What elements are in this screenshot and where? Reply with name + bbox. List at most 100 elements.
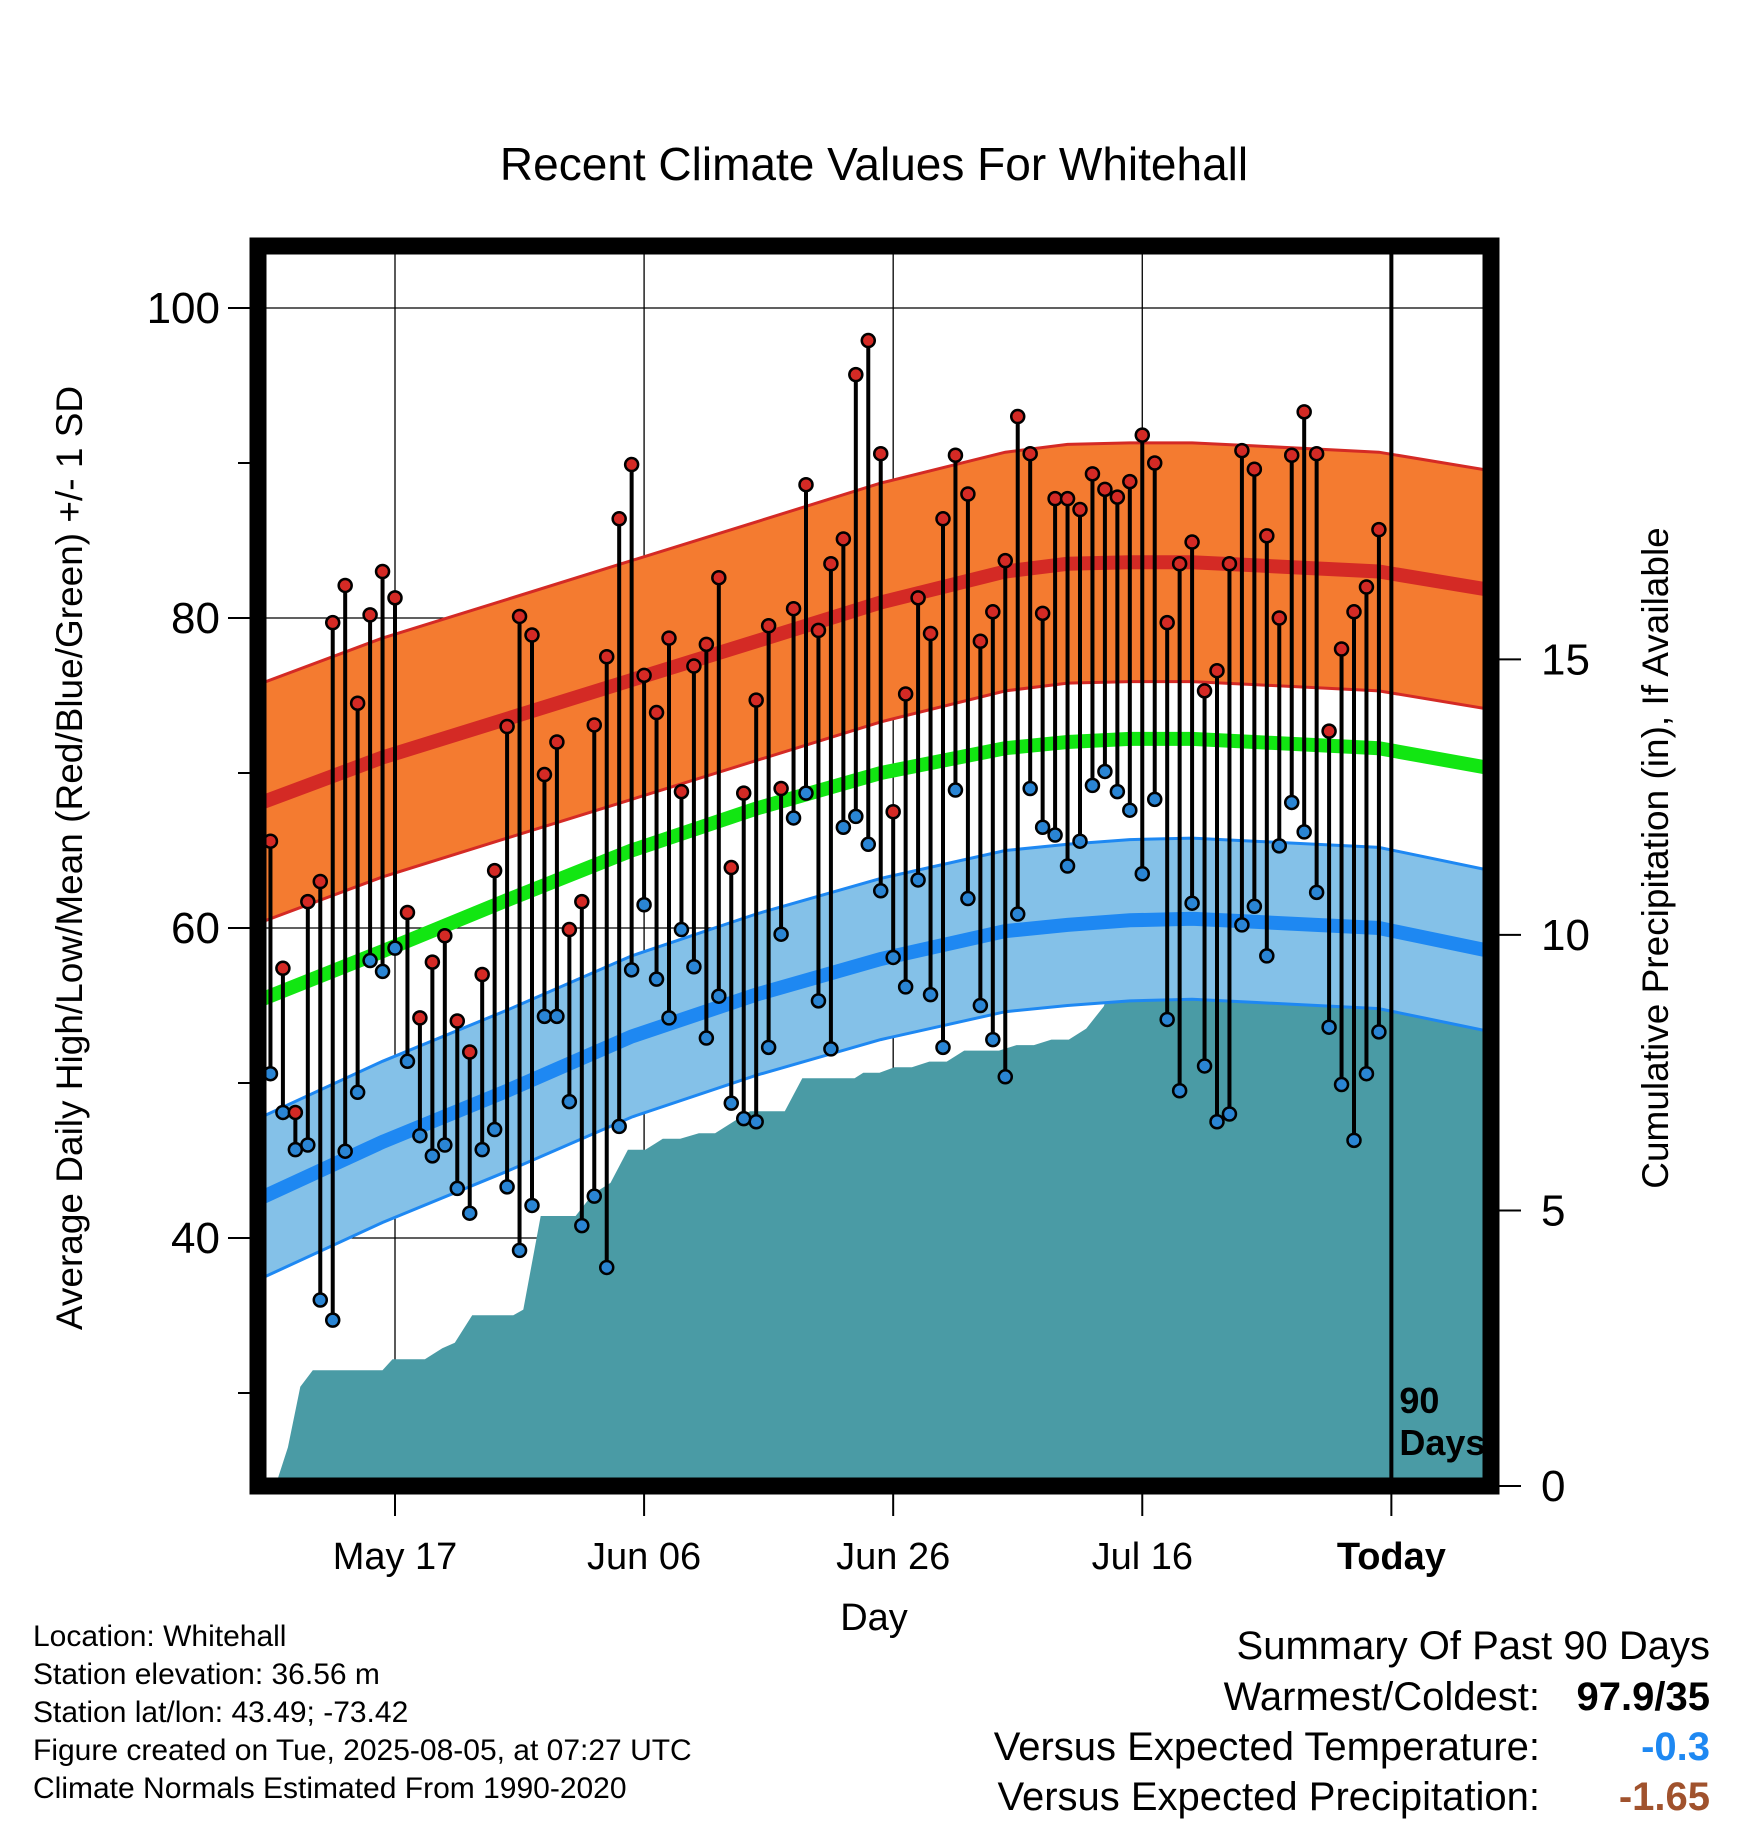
daily-low-point: [872, 883, 889, 899]
high-normal-band-upper-edge: [258, 441, 1491, 687]
daily-high-point: [1371, 521, 1387, 538]
daily-low-point: [1308, 884, 1325, 901]
daily-low-point: [773, 926, 789, 942]
daily-high-point: [337, 577, 353, 594]
daily-low-point: [1234, 917, 1250, 933]
daily-high-point: [598, 649, 615, 665]
y-tick-label: 60: [171, 904, 220, 953]
daily-low-point: [349, 1084, 366, 1101]
daily-high-point: [711, 569, 727, 586]
daily-low-point: [486, 1121, 503, 1138]
info-elevation: Station elevation: 36.56 m: [33, 1658, 380, 1691]
daily-high-point: [1122, 473, 1138, 490]
daily-low-point: [437, 1137, 453, 1153]
daily-high-point: [960, 486, 976, 502]
daily-low-point: [275, 1104, 291, 1121]
daily-low-point: [636, 897, 652, 913]
daily-low-point: [1246, 898, 1263, 915]
daily-low-point: [1072, 833, 1088, 849]
daily-high-point: [574, 893, 590, 910]
daily-low-point: [835, 819, 852, 835]
daily-high-point: [586, 717, 603, 733]
daily-high-point: [275, 960, 291, 977]
daily-high-point: [1321, 723, 1337, 739]
daily-high-point: [661, 630, 677, 646]
daily-low-point: [337, 1143, 353, 1159]
today-label-line2: Days: [1399, 1422, 1485, 1463]
daily-high-point: [947, 447, 964, 463]
summary-precip: Versus Expected Precipitation: -1.65: [994, 1772, 1710, 1822]
y2-axis-label: Cumulative Precipitation (in), If Availa…: [1635, 527, 1676, 1189]
y-tick-label: 80: [171, 594, 220, 643]
daily-high-point: [1333, 641, 1350, 657]
daily-low-point: [623, 962, 640, 978]
daily-high-point: [324, 614, 341, 631]
daily-high-point: [835, 531, 852, 547]
y-tick-label: 100: [147, 284, 220, 333]
daily-low-point: [1159, 1011, 1175, 1028]
daily-low-point: [661, 1010, 677, 1026]
daily-low-point: [1221, 1106, 1238, 1122]
daily-low-point: [823, 1041, 839, 1057]
daily-low-point: [947, 782, 964, 798]
daily-low-point: [461, 1205, 478, 1221]
daily-high-point: [897, 686, 914, 702]
daily-low-point: [860, 836, 877, 853]
daily-low-point: [1047, 827, 1063, 843]
daily-low-point: [1009, 906, 1026, 922]
daily-low-point: [648, 971, 665, 987]
daily-low-point: [1321, 1019, 1337, 1035]
info-latlon: Station lat/lon: 43.49; -73.42: [33, 1696, 409, 1729]
daily-low-point: [1184, 895, 1200, 911]
daily-high-point: [810, 622, 827, 639]
daily-high-point: [300, 893, 316, 910]
daily-high-point: [972, 633, 989, 649]
daily-low-point: [399, 1053, 416, 1070]
daily-low-point: [1097, 763, 1113, 780]
daily-high-point: [872, 445, 889, 462]
daily-high-point: [1271, 610, 1288, 626]
daily-high-point: [1084, 466, 1101, 482]
daily-high-point: [798, 476, 814, 493]
daily-low-point: [312, 1292, 329, 1308]
daily-low-point: [324, 1312, 341, 1328]
daily-high-point: [424, 954, 441, 970]
daily-low-point: [972, 997, 989, 1014]
daily-low-point: [1059, 858, 1076, 874]
daily-low-point: [1333, 1076, 1350, 1093]
daily-low-point: [1034, 819, 1051, 835]
daily-low-point: [1022, 780, 1038, 797]
daily-low-point: [424, 1148, 441, 1164]
daily-low-point: [1109, 783, 1126, 800]
daily-low-point: [785, 810, 802, 826]
daily-high-point: [723, 859, 740, 876]
daily-high-point: [474, 966, 490, 983]
summary-panel: Summary Of Past 90 Days Warmest/Coldest:…: [994, 1620, 1710, 1822]
daily-high-point: [387, 590, 403, 606]
daily-high-point: [1034, 605, 1051, 622]
daily-low-point: [760, 1039, 777, 1056]
daily-high-point: [1246, 461, 1263, 477]
daily-high-point: [773, 780, 789, 797]
daily-high-point: [935, 511, 951, 527]
daily-low-point: [673, 921, 690, 938]
daily-low-point: [698, 1030, 715, 1046]
daily-low-point: [848, 808, 864, 825]
daily-high-point: [1196, 683, 1213, 699]
daily-high-point: [312, 873, 329, 890]
daily-high-point: [673, 783, 690, 800]
daily-low-point: [1271, 838, 1288, 854]
daily-high-point: [349, 695, 366, 711]
chart-title: Recent Climate Values For Whitehall: [500, 138, 1248, 190]
plot-frame: [249, 237, 1500, 1495]
precip-value: -1.65: [1618, 1775, 1710, 1819]
daily-high-point: [437, 928, 453, 944]
daily-high-point: [910, 590, 926, 606]
daily-low-point: [499, 1179, 515, 1195]
daily-high-point: [1072, 501, 1088, 518]
x-tick-label: Today: [1337, 1536, 1446, 1578]
daily-high-point: [1221, 556, 1238, 572]
daily-low-point: [997, 1069, 1014, 1085]
info-location: Location: Whitehall: [33, 1620, 287, 1653]
daily-high-point: [374, 563, 391, 580]
